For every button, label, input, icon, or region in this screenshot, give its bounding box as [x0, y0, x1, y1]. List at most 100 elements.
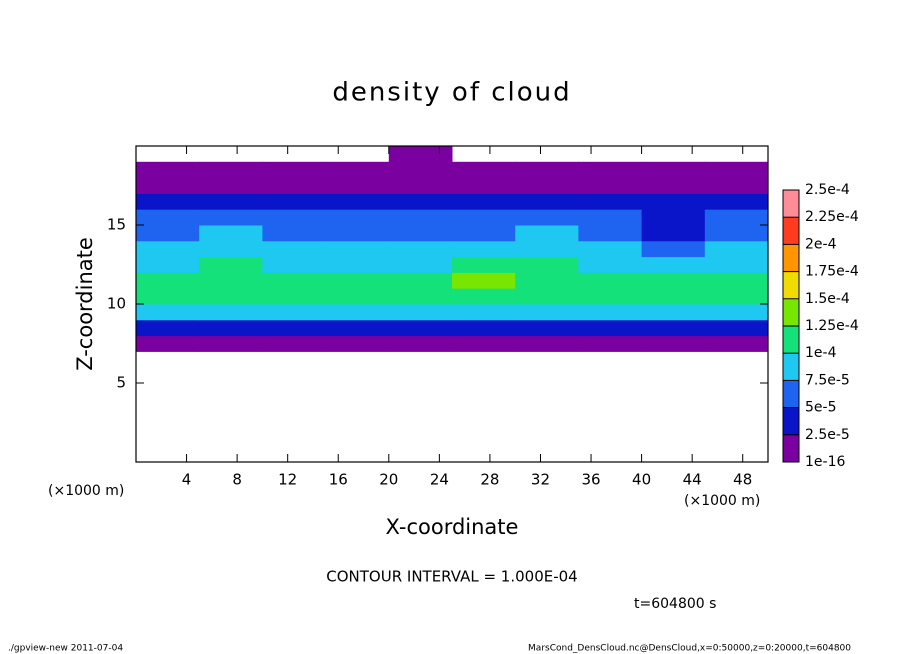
colorbar-label: 2.5e-5	[805, 427, 850, 443]
cell	[388, 272, 453, 289]
cell	[325, 272, 390, 289]
cell	[452, 288, 516, 305]
colorbar-band	[783, 380, 799, 409]
colorbar-band	[783, 244, 799, 273]
cell	[704, 288, 769, 305]
cell	[452, 304, 516, 321]
colorbar-label: 2.25e-4	[805, 209, 859, 225]
cell	[136, 161, 200, 179]
cell	[578, 319, 643, 337]
cell	[199, 225, 263, 242]
cell	[704, 177, 769, 194]
y-tick-label: 5	[116, 374, 126, 392]
cell	[199, 288, 263, 305]
cell	[325, 209, 390, 226]
cell	[578, 209, 643, 226]
cell	[262, 319, 327, 337]
cell	[262, 209, 327, 226]
cell	[262, 240, 327, 258]
cell	[578, 240, 643, 258]
colorbar-label: 2e-4	[805, 236, 837, 252]
cell	[515, 209, 579, 226]
colorbar-band	[783, 298, 799, 327]
cell	[452, 209, 516, 226]
cell	[388, 161, 453, 179]
cell	[641, 304, 706, 321]
cell	[704, 161, 769, 179]
cell	[704, 256, 769, 273]
cell	[388, 225, 453, 242]
cell	[452, 272, 516, 289]
cell	[262, 304, 327, 321]
cell	[515, 288, 579, 305]
colorbar-label: 1.75e-4	[805, 264, 859, 280]
cell	[199, 272, 263, 289]
cell	[452, 177, 516, 194]
cell	[515, 240, 579, 258]
cell	[641, 209, 706, 226]
cell	[704, 272, 769, 289]
cell	[325, 225, 390, 242]
cell	[262, 335, 327, 352]
cell	[262, 161, 327, 179]
x-tick-label: 24	[430, 471, 449, 489]
cell	[388, 256, 453, 273]
heatmap	[136, 146, 769, 352]
x-tick-label: 4	[182, 471, 192, 489]
cell	[641, 240, 706, 258]
x-tick-label: 8	[232, 471, 242, 489]
cell	[578, 304, 643, 321]
cell	[136, 240, 200, 258]
cell	[388, 240, 453, 258]
cell	[262, 225, 327, 242]
chart-title: density of cloud	[332, 78, 571, 108]
cell	[199, 193, 263, 210]
colorbar-label: 1e-4	[805, 345, 837, 361]
cell	[388, 288, 453, 305]
x-tick-label: 32	[531, 471, 550, 489]
colorbar-label: 2.5e-4	[805, 182, 850, 198]
cell	[641, 288, 706, 305]
cell	[325, 193, 390, 210]
cell	[388, 146, 453, 163]
cell	[325, 240, 390, 258]
cell	[515, 256, 579, 273]
cell	[136, 272, 200, 289]
x-tick-label: 48	[733, 471, 752, 489]
cell	[136, 177, 200, 194]
y-axis-label: Z-coordinate	[73, 237, 97, 371]
cell	[578, 225, 643, 242]
cell	[199, 177, 263, 194]
colorbar-band	[783, 271, 799, 300]
x-unit: (×1000 m)	[684, 493, 760, 509]
cell	[262, 288, 327, 305]
x-tick-label: 20	[379, 471, 398, 489]
colorbar-label: 1.25e-4	[805, 318, 859, 334]
y-tick-label: 15	[107, 216, 126, 234]
cell	[452, 319, 516, 337]
cell	[136, 209, 200, 226]
cell	[515, 225, 579, 242]
cell	[515, 335, 579, 352]
cell	[641, 177, 706, 194]
y-unit: (×1000 m)	[48, 483, 124, 499]
cell	[388, 193, 453, 210]
cell	[199, 304, 263, 321]
cell	[515, 304, 579, 321]
cell	[641, 161, 706, 179]
cell	[325, 319, 390, 337]
x-tick-label: 36	[581, 471, 600, 489]
time-note: t=604800 s	[634, 596, 716, 612]
colorbar-band	[783, 217, 799, 245]
cell	[641, 319, 706, 337]
colorbar-label: 1.5e-4	[805, 291, 850, 307]
x-tick-label: 12	[278, 471, 297, 489]
colorbar-band	[783, 190, 799, 218]
colorbar-label: 5e-5	[805, 400, 836, 416]
cell	[578, 161, 643, 179]
x-tick-label: 44	[683, 471, 702, 489]
cell	[578, 193, 643, 210]
cell	[641, 272, 706, 289]
cell	[199, 209, 263, 226]
contour-note: CONTOUR INTERVAL = 1.000E-04	[326, 568, 577, 586]
